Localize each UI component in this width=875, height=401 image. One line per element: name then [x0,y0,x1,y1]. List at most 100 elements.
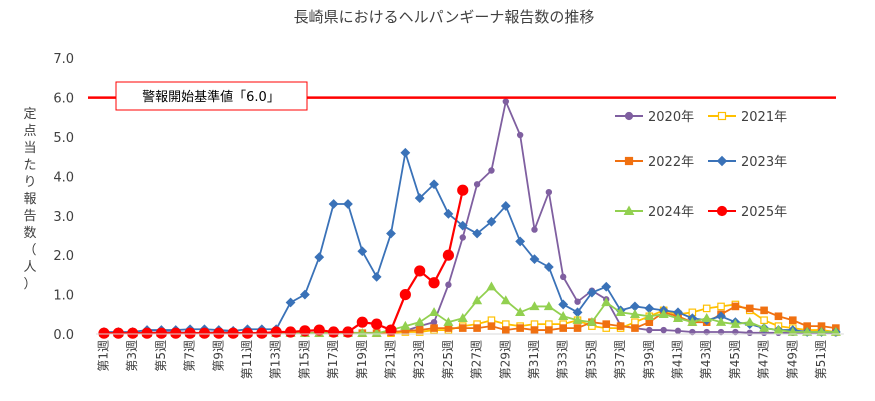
data-point-2024 [371,327,382,337]
data-point-2024 [586,316,597,326]
data-point-2020 [674,327,682,335]
data-point-2023 [558,299,569,310]
data-point-2025 [98,327,110,339]
data-point-2023 [357,246,368,257]
x-tick-label: 第43週 [699,340,713,379]
legend-label: 2021年 [741,110,787,125]
data-point-2023 [500,201,511,211]
x-tick-label: 第23週 [412,340,426,379]
data-point-2025 [241,327,254,339]
data-point-2025 [127,327,139,339]
legend-label: 2024年 [648,205,694,220]
data-point-2023 [486,216,497,227]
data-point-2024 [601,297,612,307]
data-point-2022 [502,326,510,334]
data-point-2020 [660,326,667,334]
y-tick-label: 6.0 [53,92,74,107]
data-point-2020 [531,226,538,233]
data-point-2024 [515,307,526,317]
data-point-2023 [543,262,554,272]
data-point-2025 [270,326,282,338]
data-point-2025 [442,249,454,261]
legend-label: 2022年 [648,155,694,170]
data-point-2020 [689,328,696,336]
data-point-2024 [572,314,583,324]
x-tick-label: 第25週 [441,340,455,379]
data-point-2024 [730,318,741,328]
data-point-2024 [658,309,669,318]
data-point-2022 [788,316,797,325]
data-point-2022 [530,326,539,334]
data-point-2023 [414,193,425,203]
legend-item-2023: 2023年 [708,155,787,170]
legend-swatch-marker [624,111,634,121]
data-point-2022 [774,312,783,321]
x-tick-label: 第35週 [584,340,598,379]
data-point-2024 [486,281,497,291]
series-2020 [100,98,840,337]
data-point-2025 [112,327,124,339]
data-point-2020 [560,273,567,281]
data-point-2023 [285,297,296,308]
data-point-2020 [473,181,481,188]
data-point-2024 [615,307,626,317]
legend-label: 2025年 [741,205,787,220]
data-point-2023 [371,271,382,282]
data-point-2021 [760,316,768,325]
data-point-2022 [430,324,438,332]
data-point-2025 [256,327,268,339]
legend-swatch-marker [624,156,634,166]
x-tick-label: 第29週 [498,340,512,379]
x-tick-label: 第37週 [613,340,627,379]
x-tick-label: 第21週 [384,340,398,379]
data-point-2023 [343,199,353,209]
legend-swatch-marker [716,205,728,217]
threshold-label-box [115,81,308,111]
data-point-2025 [198,327,211,339]
data-point-2024 [414,316,425,326]
data-point-2024 [672,313,684,322]
data-point-2022 [573,324,582,332]
data-point-2022 [616,322,625,330]
x-tick-label: 第51週 [814,340,828,379]
data-point-2023 [314,252,325,263]
data-point-2024 [816,326,827,336]
y-tick-label: 4.0 [53,170,74,185]
data-point-2024 [558,311,569,320]
legend-item-2024: 2024年 [615,205,694,220]
data-point-2022 [415,326,424,334]
data-point-2025 [428,277,440,289]
x-tick-label: 第39週 [642,340,656,379]
data-point-2023 [299,289,310,300]
data-point-2024 [629,309,641,318]
data-point-2025 [227,327,239,339]
x-tick-label: 第45週 [728,340,742,379]
x-tick-label: 第11週 [240,340,254,379]
data-point-2020 [445,281,452,288]
x-tick-label: 第13週 [269,340,283,379]
data-point-2024 [744,316,755,326]
data-point-2023 [586,287,597,298]
data-point-2025 [399,289,411,301]
data-point-2020 [502,98,509,105]
x-tick-label: 第3週 [125,340,139,372]
x-tick-label: 第31週 [527,340,541,379]
data-point-2023 [515,236,526,247]
data-point-2024 [428,307,440,317]
data-point-2024 [443,316,454,326]
data-point-2024 [687,316,698,326]
data-point-2025 [371,318,383,330]
x-tick-label: 第15週 [297,340,311,379]
data-point-2025 [385,324,397,336]
x-tick-label: 第47週 [757,340,771,379]
legend-swatch-marker [716,155,728,167]
data-point-2023 [457,220,468,231]
x-tick-label: 第1週 [97,340,111,372]
data-point-2023 [529,254,540,265]
data-point-2024 [759,322,770,332]
data-point-2024 [543,301,554,311]
data-point-2024 [644,311,655,320]
threshold-label: 警報開始基準値「6.0」 [142,89,280,105]
legend-item-2020: 2020年 [615,110,694,125]
